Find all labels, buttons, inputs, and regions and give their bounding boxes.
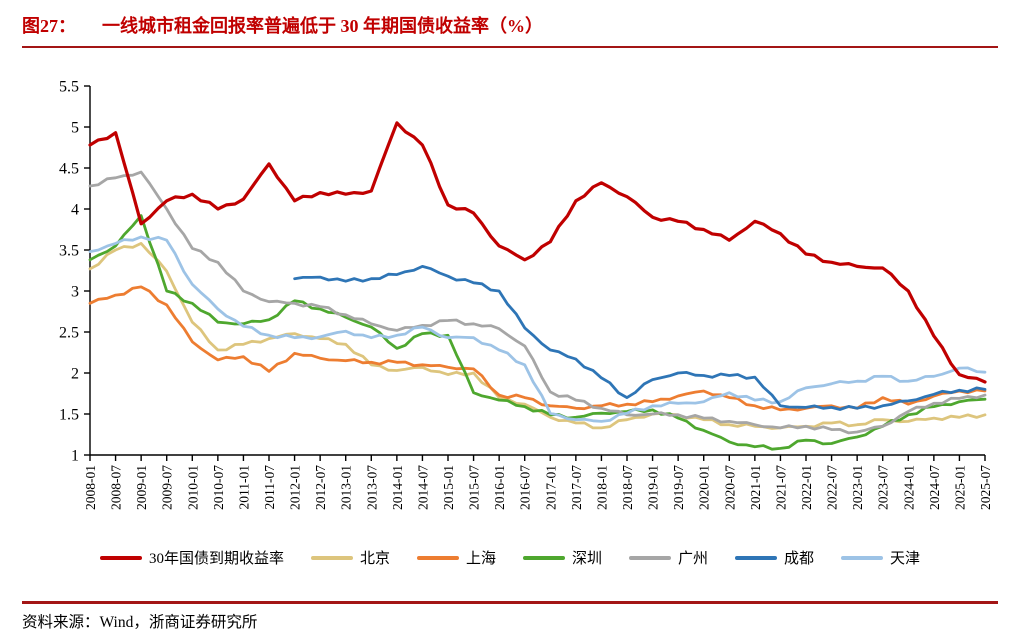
legend-label-shenzhen: 深圳 — [571, 551, 602, 567]
series-line-chengdu — [293, 265, 987, 411]
legend-item-bond-30y: 30年国债到期收益率 — [99, 547, 284, 568]
x-tick-label: 2017-01 — [543, 465, 558, 510]
x-tick-label: 2016-01 — [492, 465, 507, 510]
y-tick-label: 1 — [71, 448, 79, 465]
legend-item-guangzhou: 广州 — [629, 547, 708, 568]
top-divider — [22, 46, 998, 48]
legend-label-shanghai: 上海 — [465, 551, 496, 567]
legend-label-beijing: 北京 — [359, 551, 390, 567]
legend-item-shanghai: 上海 — [416, 547, 496, 568]
x-tick-label: 2017-07 — [569, 465, 584, 510]
y-tick-label: 3 — [71, 284, 79, 301]
y-tick-label: 5.5 — [59, 79, 79, 96]
x-tick-label: 2014-01 — [390, 465, 405, 510]
x-tick-label: 2010-07 — [211, 465, 226, 510]
x-tick-label: 2020-07 — [722, 465, 737, 510]
page-title: 一线城市租金回报率普遍低于 30 年期国债收益率（%） — [102, 16, 543, 36]
x-tick-label: 2022-07 — [825, 465, 840, 510]
legend-item-shenzhen: 深圳 — [522, 547, 602, 568]
x-tick-label: 2024-01 — [901, 465, 916, 510]
legend-swatch-shanghai — [416, 555, 459, 560]
legend-swatch-chengdu — [735, 555, 778, 560]
series-line-shanghai — [88, 285, 987, 412]
x-tick-label: 2012-07 — [313, 465, 328, 510]
legend-label-tianjin: 天津 — [890, 551, 921, 567]
y-tick-label: 4.5 — [59, 161, 79, 178]
x-tick-label: 2013-07 — [364, 465, 379, 510]
figure-title-row: 图27： 一线城市租金回报率普遍低于 30 年期国债收益率（%） — [22, 12, 543, 38]
x-tick-label: 2021-01 — [748, 465, 763, 510]
legend-label-chengdu: 成都 — [784, 551, 815, 567]
legend-item-chengdu: 成都 — [735, 547, 814, 568]
bottom-divider — [22, 601, 998, 604]
x-tick-label: 2010-01 — [185, 465, 200, 510]
x-tick-label: 2021-07 — [773, 465, 788, 510]
legend-label-bond-30y: 30年国债到期收益率 — [148, 551, 284, 567]
x-tick-label: 2022-01 — [799, 465, 814, 510]
x-tick-label: 2009-07 — [160, 465, 175, 510]
legend-item-tianjin: 天津 — [841, 547, 920, 568]
chart-legend: 30年国债到期收益率 北京 上海 深圳 广州 成都 天津 — [0, 547, 1020, 568]
x-tick-label: 2015-01 — [441, 465, 456, 510]
x-tick-label: 2025-07 — [978, 465, 993, 510]
figure-number: 图27： — [22, 16, 76, 36]
y-tick-label: 1.5 — [59, 407, 79, 424]
legend-swatch-beijing — [310, 555, 353, 560]
x-tick-label: 2023-01 — [850, 465, 865, 510]
legend-swatch-shenzhen — [522, 555, 565, 560]
x-tick-label: 2013-01 — [339, 465, 354, 510]
x-tick-label: 2018-01 — [594, 465, 609, 510]
series-line-tianjin — [88, 235, 987, 423]
y-tick-label: 3.5 — [59, 243, 79, 260]
x-tick-label: 2015-07 — [467, 465, 482, 510]
x-tick-label: 2008-07 — [109, 465, 124, 510]
x-tick-label: 2011-01 — [236, 465, 251, 510]
x-tick-label: 2024-07 — [927, 465, 942, 510]
y-tick-label: 4 — [71, 202, 79, 219]
x-tick-label: 2016-07 — [518, 465, 533, 510]
legend-item-beijing: 北京 — [310, 547, 390, 568]
legend-label-guangzhou: 广州 — [678, 551, 709, 567]
x-tick-label: 2014-07 — [415, 465, 430, 510]
y-tick-label: 2.5 — [59, 325, 79, 342]
x-tick-label: 2019-07 — [671, 465, 686, 510]
source-note: 资料来源：Wind，浙商证券研究所 — [22, 614, 258, 631]
series-line-guangzhou — [88, 170, 987, 435]
x-tick-label: 2009-01 — [134, 465, 149, 510]
x-tick-label: 2008-01 — [83, 465, 98, 510]
legend-swatch-tianjin — [841, 555, 884, 560]
legend-swatch-bond-30y — [99, 555, 142, 560]
legend-swatch-guangzhou — [629, 555, 671, 560]
y-tick-label: 2 — [71, 366, 79, 383]
y-tick-label: 5 — [71, 120, 79, 137]
x-tick-label: 2025-01 — [952, 465, 967, 510]
x-tick-label: 2020-01 — [697, 465, 712, 510]
x-tick-label: 2023-07 — [876, 465, 891, 510]
x-tick-label: 2012-01 — [288, 465, 303, 510]
x-tick-label: 2018-07 — [620, 465, 635, 510]
x-tick-label: 2019-01 — [646, 465, 661, 510]
series-line-bond-30y — [88, 121, 987, 384]
x-tick-label: 2011-07 — [262, 465, 277, 510]
